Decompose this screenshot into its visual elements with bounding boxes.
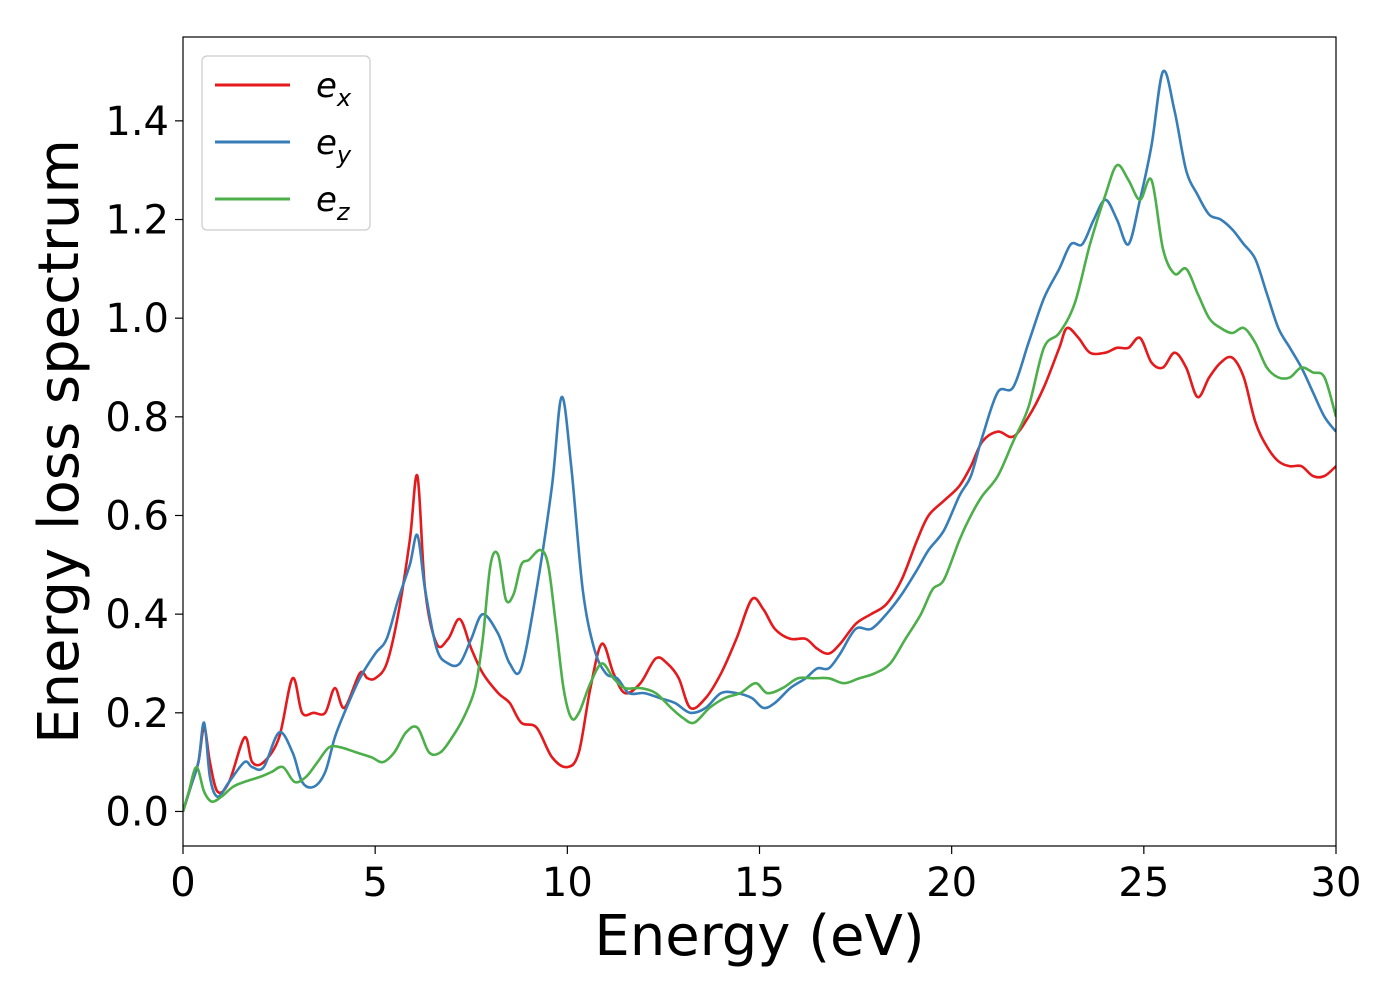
- y-tick-label: 0.2: [105, 691, 169, 737]
- y-tick-label: 1.4: [105, 99, 169, 145]
- x-axis: 0 5 10 15 20 25 30: [170, 846, 1361, 906]
- x-axis-label: Energy (eV): [594, 904, 924, 969]
- x-tick-label: 30: [1311, 860, 1362, 906]
- legend-label-y: ey: [316, 123, 352, 169]
- y-tick-label: 0.8: [105, 395, 169, 441]
- y-tick-label: 0.0: [105, 789, 169, 835]
- legend-label-x: ex: [316, 66, 352, 112]
- series-line-x: [183, 326, 1336, 812]
- x-tick-label: 0: [170, 860, 195, 906]
- x-tick-label: 5: [362, 860, 387, 906]
- y-axis: 0.0 0.2 0.4 0.6 0.8 1.0 1.2 1.4: [105, 99, 183, 835]
- legend-label-z: ez: [316, 180, 351, 226]
- y-tick-label: 0.4: [105, 592, 169, 638]
- y-tick-label: 0.6: [105, 493, 169, 539]
- y-tick-label: 1.0: [105, 296, 169, 342]
- series-line-z: [183, 163, 1336, 812]
- series-line-y: [183, 69, 1336, 812]
- x-tick-label: 15: [734, 860, 785, 906]
- y-tick-label: 1.2: [105, 198, 169, 244]
- x-tick-label: 25: [1118, 860, 1169, 906]
- x-tick-label: 20: [926, 860, 977, 906]
- x-tick-label: 10: [542, 860, 593, 906]
- legend: ex ey ez: [201, 55, 371, 231]
- series-layer: [183, 69, 1336, 812]
- y-axis-label: Energy loss spectrum: [27, 139, 92, 744]
